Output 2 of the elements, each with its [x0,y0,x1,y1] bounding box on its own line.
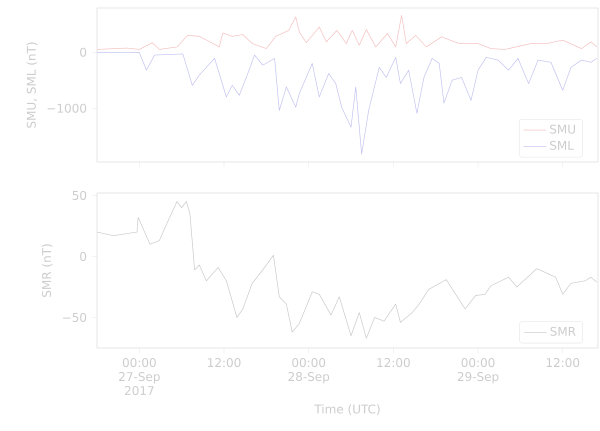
line-series [97,14,598,50]
line-series [97,52,598,154]
